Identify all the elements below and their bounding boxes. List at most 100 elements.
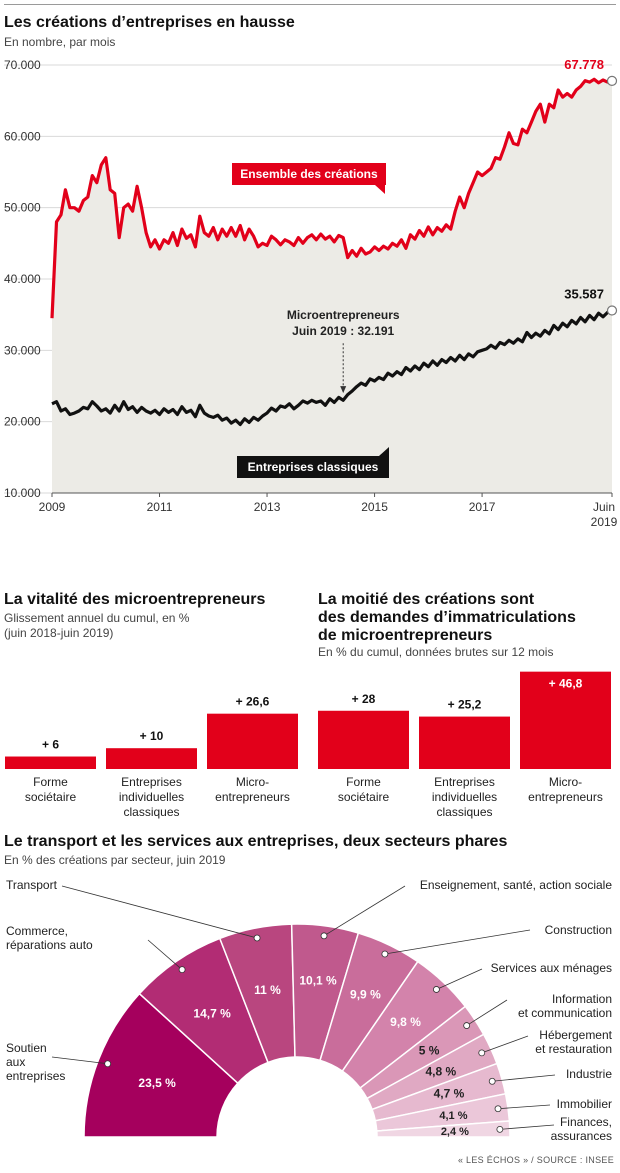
leader-line	[497, 1104, 551, 1110]
callout-tip	[379, 447, 389, 456]
donut-slice	[371, 1062, 507, 1122]
line-chart: 10.000 20.000 30.000 40.000 50.000 60.000 70.0…	[4, 57, 618, 529]
donut-slice	[138, 937, 269, 1085]
bar-category-label: individuelles	[119, 790, 184, 804]
pie-chart-title: Le transport et les services aux entrepr…	[4, 833, 508, 850]
leader-dot	[478, 1049, 486, 1057]
slice-value-label: 4,8 %	[425, 1065, 456, 1079]
y-tick-label: 20.000	[4, 415, 41, 429]
leader-line	[481, 1035, 529, 1054]
slice-value-label: 2,4 %	[441, 1126, 469, 1138]
bar-category-label: Entreprises	[121, 775, 182, 789]
bar-category-label: Entreprises	[434, 775, 495, 789]
x-tick-label: 2015	[361, 500, 388, 514]
bar-chart-2-title-line2: des demandes d’immatriculations	[318, 609, 576, 626]
callout-text: Entreprises classiques	[248, 460, 379, 474]
slice-category-label: et communication	[518, 1006, 612, 1020]
slice-value-label: 23,5 %	[138, 1076, 176, 1090]
bar-chart-1-subtitle-line2: (juin 2018-juin 2019)	[4, 626, 114, 640]
leader-line	[492, 1074, 556, 1082]
donut-slice	[319, 932, 419, 1073]
callout-box	[232, 163, 386, 185]
bar-category-label: Micro-	[549, 775, 582, 789]
slice-category-label: Hébergement	[539, 1028, 612, 1042]
bar-category-label: individuelles	[432, 790, 497, 804]
bar-chart-2-title-line1: La moitié des créations sont	[318, 591, 535, 608]
slice-category-label: Information	[552, 992, 612, 1006]
y-tick-label: 70.000	[4, 58, 41, 72]
leader-line	[323, 885, 406, 937]
y-tick-label: 60.000	[4, 129, 41, 143]
callout-tip	[375, 185, 385, 194]
donut-slice	[83, 992, 239, 1138]
series-end-label: 35.587	[564, 286, 604, 301]
annotation-arrowhead	[340, 386, 347, 394]
bar-value-label: + 10	[140, 729, 164, 743]
x-tick-label: 2017	[469, 500, 496, 514]
x-tick-label: 2011	[147, 500, 173, 514]
annotation-line1: Microentrepreneurs	[287, 308, 400, 322]
x-tick-label-line2: 2019	[591, 515, 618, 529]
line-chart-subtitle: En nombre, par mois	[4, 35, 116, 49]
bar-moitie	[520, 671, 611, 769]
leader-line	[51, 1056, 108, 1065]
slice-category-label: Soutien	[6, 1041, 47, 1055]
area-fill	[52, 79, 612, 494]
slice-value-label: 4,1 %	[439, 1110, 467, 1122]
bar-moitie	[419, 716, 510, 769]
slice-value-label: 10,1 %	[299, 973, 337, 987]
slice-value-label: 9,8 %	[390, 1015, 421, 1029]
bar-value-label: + 6	[42, 738, 59, 752]
bar-category-label: sociétaire	[338, 790, 390, 804]
y-tick-label: 10.000	[4, 486, 41, 500]
x-tick-label: 2013	[254, 500, 281, 514]
bar-value-label: + 46,8	[549, 677, 583, 691]
leader-dot	[463, 1022, 471, 1029]
leader-dot	[494, 1105, 502, 1113]
series-line-classiques	[51, 309, 613, 427]
slice-value-label: 9,9 %	[350, 988, 381, 1002]
bar-category-label: Forme	[346, 775, 381, 789]
slice-category-label: Enseignement, santé, action sociale	[420, 878, 612, 892]
series-callout-classiques: Entreprises classiques	[237, 447, 389, 478]
leader-line	[436, 968, 483, 990]
bar-category-label: classiques	[436, 805, 492, 819]
series-callout-ensemble: Ensemble des créations	[232, 163, 386, 194]
series-end-marker	[606, 305, 618, 316]
slice-value-label: 4,7 %	[434, 1087, 465, 1101]
slice-category-label: entreprises	[6, 1069, 65, 1083]
slice-category-label: Construction	[545, 923, 612, 937]
bar-chart-2-subtitle: En % du cumul, données brutes sur 12 moi…	[318, 645, 554, 659]
leader-dot	[104, 1060, 112, 1068]
bar-vitalite	[5, 756, 96, 769]
leader-line	[384, 929, 531, 955]
y-tick-label: 40.000	[4, 272, 41, 286]
bar-vitalite	[106, 748, 197, 769]
leader-dot	[488, 1077, 496, 1085]
slice-category-label: Immobilier	[557, 1097, 612, 1111]
line-chart-title: Les créations d’entreprises en hausse	[4, 14, 295, 31]
series-line-ensemble	[50, 77, 613, 319]
bar-moitie	[318, 710, 409, 769]
pie-chart-subtitle: En % des créations par secteur, juin 201…	[4, 853, 226, 867]
bar-category-label: entrepreneurs	[528, 790, 603, 804]
donut-slice	[341, 960, 467, 1090]
x-tick-label: 2009	[39, 500, 66, 514]
slice-category-label: Commerce,	[6, 924, 68, 938]
bar-category-label: entrepreneurs	[215, 790, 290, 804]
slice-category-label: Services aux ménages	[491, 961, 612, 975]
source-credit: « LES ÉCHOS » / SOURCE : INSEE	[457, 1155, 614, 1165]
top-rule	[4, 4, 616, 5]
y-tick-label: 50.000	[4, 201, 41, 215]
donut-slice	[359, 1005, 485, 1100]
slice-category-label: assurances	[551, 1129, 612, 1143]
callout-box	[237, 456, 389, 478]
bar-vitalite	[207, 713, 298, 769]
leader-dot	[320, 932, 328, 940]
series-end-label: 67.778	[564, 57, 604, 72]
slice-category-label: et restauration	[535, 1042, 612, 1056]
leader-line	[499, 1124, 555, 1130]
bar-category-label: classiques	[123, 805, 179, 819]
leader-line	[61, 885, 258, 939]
leader-dot	[253, 934, 261, 942]
